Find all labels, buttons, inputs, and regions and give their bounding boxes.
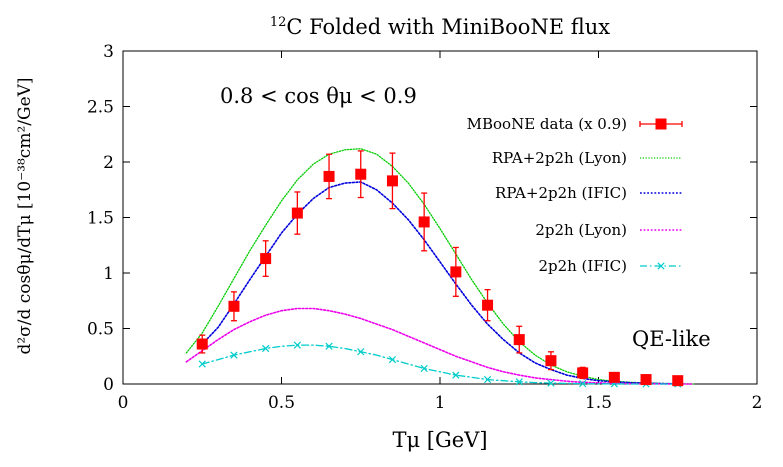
chart-title: 12C Folded with MiniBooNE flux	[270, 15, 610, 39]
legend-label: 2p2h (Lyon)	[535, 221, 627, 239]
cos-theta-annotation: 0.8 < cos θμ < 0.9	[220, 84, 417, 108]
legend-label: MBooNE data (x 0.9)	[467, 115, 627, 133]
x-tick-label: 0.5	[268, 393, 295, 413]
data-point	[386, 175, 398, 187]
x-tick-label: 2	[752, 393, 763, 413]
y-tick-label: 1	[103, 264, 114, 284]
data-points	[196, 150, 684, 387]
y-tick-label: 0.5	[87, 320, 114, 340]
x-tick-label: 1.5	[585, 393, 612, 413]
series-marker	[452, 371, 460, 379]
y-tick-label: 2.5	[87, 98, 114, 118]
data-point	[482, 299, 494, 311]
series-marker	[483, 375, 492, 384]
legend-label: RPA+2p2h (IFIC)	[495, 184, 627, 202]
series-marker	[198, 360, 206, 368]
y-axis-ticks: 0 0.5 1 1.5 2 2.5 3	[87, 42, 757, 395]
series-marker	[262, 344, 270, 353]
chart-title-text: C Folded with MiniBooNE flux	[286, 15, 610, 39]
chart-title-superscript: 12	[270, 15, 287, 30]
series-marker	[325, 342, 333, 350]
data-point	[355, 168, 367, 180]
data-point	[672, 375, 684, 387]
y-axis-label: d²σ/d cosθμ/dTμ [10⁻³⁸cm²/GeV]	[15, 77, 35, 354]
legend-label: RPA+2p2h (Lyon)	[492, 149, 627, 167]
series-marker	[547, 379, 555, 387]
series-line-1	[201, 181, 679, 385]
data-point	[228, 300, 240, 312]
legend: MBooNE data (x 0.9) RPA+2p2h (Lyon) RPA+2p…	[467, 115, 683, 275]
x-tick-label: 1	[435, 393, 446, 413]
y-tick-label: 3	[103, 42, 114, 62]
series-marker	[388, 355, 397, 364]
legend-label: 2p2h (IFIC)	[538, 257, 627, 275]
data-point	[291, 207, 303, 219]
data-point	[513, 334, 525, 346]
data-point	[545, 355, 557, 367]
series-marker	[230, 351, 238, 359]
legend-swatch-marker	[655, 118, 667, 130]
series-marker	[293, 341, 301, 349]
series-line-2	[185, 307, 695, 385]
data-point	[418, 216, 430, 228]
series-marker	[420, 364, 428, 373]
qe-like-label: QE-like	[632, 327, 711, 351]
x-tick-label: 0	[118, 393, 129, 413]
data-point	[608, 371, 620, 383]
y-tick-label: 0	[103, 375, 114, 395]
data-point	[640, 374, 652, 386]
y-tick-label: 1.5	[87, 209, 114, 229]
legend-swatch-marker	[657, 262, 665, 270]
series-marker	[357, 348, 365, 356]
data-point	[260, 253, 272, 265]
data-point	[450, 266, 462, 278]
data-point	[577, 367, 589, 379]
series-marker	[515, 378, 523, 386]
x-axis-label: Tμ [GeV]	[392, 428, 487, 452]
data-point	[323, 170, 335, 182]
x-axis-ticks: 0 0.5 1 1.5 2	[118, 51, 763, 413]
series-line-3	[201, 344, 679, 385]
series-marker	[579, 380, 587, 388]
data-point	[196, 338, 208, 350]
y-tick-label: 2	[103, 153, 114, 173]
